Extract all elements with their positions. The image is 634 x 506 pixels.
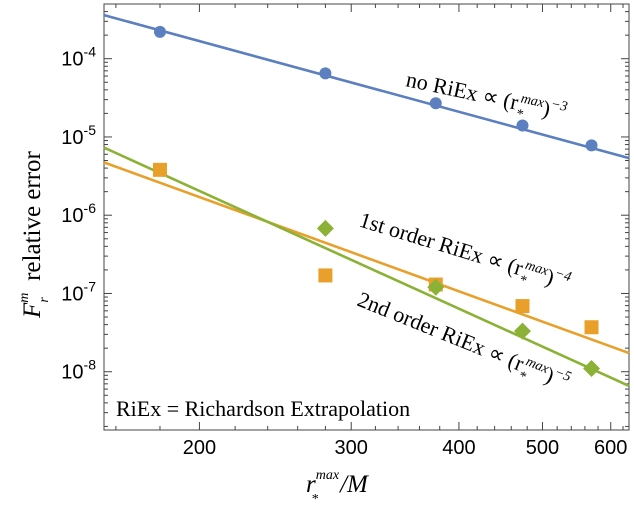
y-tick-label: 10-5 <box>61 122 96 149</box>
fit-lines <box>103 13 630 388</box>
point-diamond-2 <box>513 322 531 340</box>
annotation-no-riex: no RiEx ∝ (r*max)−3 <box>403 66 569 131</box>
point-diamond-3 <box>583 359 601 377</box>
annotation-1st-order: 1st order RiEx ∝ (r*max)−4 <box>354 207 573 302</box>
y-tick-label: 10-8 <box>61 357 96 384</box>
point-circle-2 <box>429 97 442 110</box>
x-axis-title: rmax */M <box>306 468 369 506</box>
y-tick-label: 10-6 <box>61 200 96 227</box>
point-square-0 <box>152 162 167 177</box>
point-diamond-1 <box>427 278 445 296</box>
fit-line-0 <box>103 13 630 160</box>
fit-line-2 <box>103 146 630 388</box>
y-axis-title: Fm r relative error <box>17 150 52 319</box>
ticks: 200 300 400 500 600 10-8 10-7 10-6 10-5 10-4 <box>61 3 629 459</box>
x-tick-label: 300 <box>335 437 368 459</box>
x-tick-label: 500 <box>526 437 559 459</box>
point-diamond-0 <box>316 219 334 237</box>
x-tick-label: 400 <box>442 437 475 459</box>
footnote: RiEx = Richardson Extrapolation <box>116 396 410 421</box>
point-circle-3 <box>516 119 529 132</box>
fit-line-1 <box>103 161 630 355</box>
point-square-1 <box>318 268 333 283</box>
point-square-4 <box>584 320 599 335</box>
y-tick-label: 10-4 <box>61 44 96 71</box>
point-circle-0 <box>153 25 166 38</box>
y-tick-label: 10-7 <box>61 278 96 305</box>
point-square-3 <box>515 299 530 314</box>
point-circle-4 <box>585 139 598 152</box>
x-tick-label: 600 <box>594 437 627 459</box>
plot-frame <box>103 3 630 431</box>
point-circle-1 <box>319 67 332 80</box>
data-markers <box>152 25 601 377</box>
annotation-2nd-order: 2nd order RiEx ∝ (r*max)−5 <box>352 286 574 400</box>
x-tick-label: 200 <box>183 437 216 459</box>
